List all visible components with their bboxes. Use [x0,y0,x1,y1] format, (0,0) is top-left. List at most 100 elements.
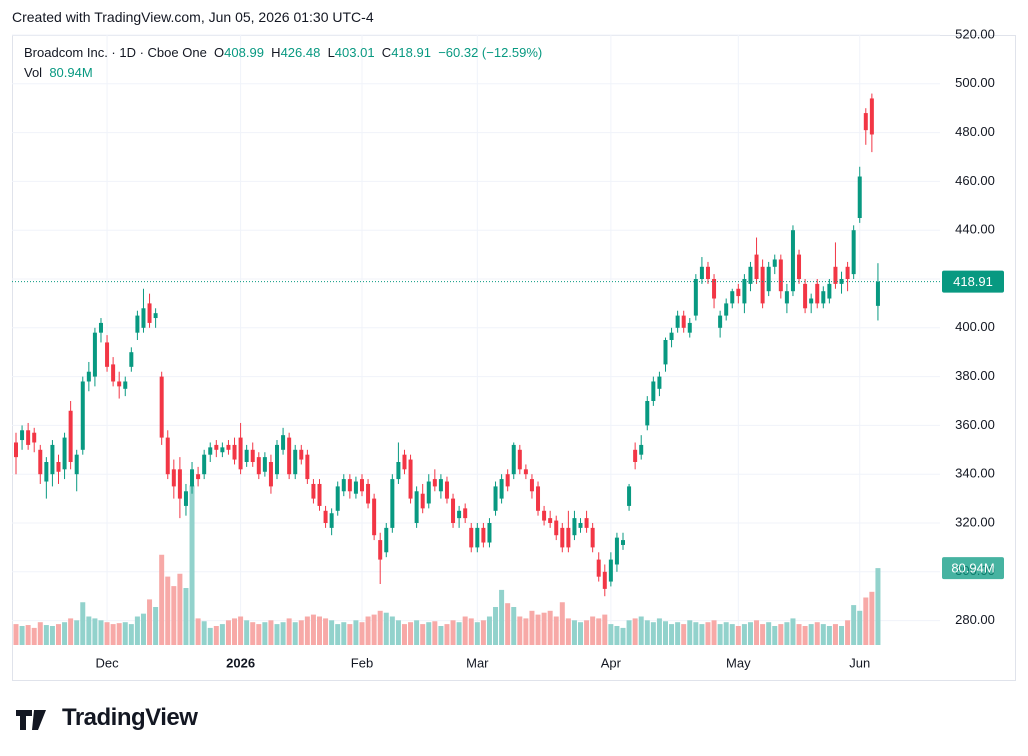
candle-body [797,254,802,279]
volume-bar [814,622,820,645]
candle-body [869,98,874,135]
candle-body [645,401,650,426]
volume-bar [377,610,383,645]
volume-bar [420,624,426,645]
volume-bar [832,624,838,645]
volume-bar [741,624,747,645]
ohlc-letter: H [271,45,281,60]
volume-bar [189,485,195,645]
volume-bar [565,618,571,645]
volume-bar [729,624,735,645]
x-tick-label: Dec [95,655,119,670]
candle-body [754,254,759,279]
candle-body [499,479,504,499]
candle-body [766,266,771,292]
candle-body [669,332,674,340]
ohlc-letter: C [381,45,392,60]
volume-bar [784,622,790,645]
candle-body [98,322,103,333]
candle-body [718,315,723,328]
candle-body [268,462,273,487]
candle-body [863,113,868,131]
candle-body [20,430,25,441]
volume-bar [857,610,863,645]
volume-bar [244,620,250,645]
y-tick-label: 520.00 [955,26,995,41]
volume-bar [92,618,98,645]
volume-bar [675,622,681,645]
volume-bar [529,610,535,645]
volume-bar [820,624,826,645]
change: −60.32 (−12.59%) [438,45,543,60]
last-volume-box [942,557,1004,580]
y-tick-label: 460.00 [955,173,995,188]
volume-bar [638,616,644,645]
last-volume-label: 80.94M [951,561,994,576]
candle-body [147,303,152,323]
volume-bar [31,627,37,645]
candle-body [141,308,146,328]
volume-bar [808,624,814,645]
volume-bar [323,618,329,645]
candle-body [627,486,632,506]
volume-bar [62,622,68,645]
brand-logo [16,710,46,730]
candle-body [693,279,698,316]
candle-body [317,483,322,506]
legend-volume: Vol 80.94M [24,65,93,80]
ohlc-value: 426.48 [280,45,321,60]
candle-body [293,449,298,475]
candle-body [724,303,729,316]
volume-bar [493,607,499,645]
candle-body [420,493,425,509]
candle-body [639,444,644,455]
candle-body [803,283,808,309]
candle-body [396,462,401,480]
candle-body [32,432,37,443]
candle-body [438,479,443,492]
candle-body [469,527,474,548]
candle-body [444,481,449,499]
volume-name: Vol [24,65,43,80]
volume-bar [826,626,832,645]
candle-body [244,449,249,462]
candle-body [548,518,553,523]
x-tick-label: Apr [601,655,622,670]
candle-body [353,481,358,494]
candle-body [305,454,310,480]
volume-bar [474,622,480,645]
x-tick-label: Jun [849,655,870,670]
volume-bar [292,622,298,645]
candle-body [378,540,383,560]
volume-bar [796,624,802,645]
candle-body [26,430,31,445]
brand: TradingView [62,704,198,731]
y-tick-label: 380.00 [955,368,995,383]
candle-body [748,266,753,284]
candle-body [159,376,164,438]
candle-body [111,364,116,382]
candle-body [105,342,110,367]
volume-bar [614,626,620,645]
volume-bar [171,586,177,645]
volume-bar [662,621,668,645]
x-tick-label: Mar [466,655,489,670]
volume-bar [547,610,553,645]
volume-bar [165,576,171,645]
candle-body [681,315,686,328]
candle-body [536,486,541,511]
volume-bar [177,573,183,645]
volume-bar [286,618,292,645]
volume-bar [304,616,310,645]
candle-body [117,381,122,387]
volume-bar [760,624,766,645]
volume-bar [681,624,687,645]
volume-bar [644,620,650,645]
volume-bar [839,626,845,645]
candle-body [663,340,668,365]
y-tick-label: 400.00 [955,319,995,334]
volume-bar [213,626,219,645]
candle-body [608,559,613,582]
candle-body [38,449,43,475]
